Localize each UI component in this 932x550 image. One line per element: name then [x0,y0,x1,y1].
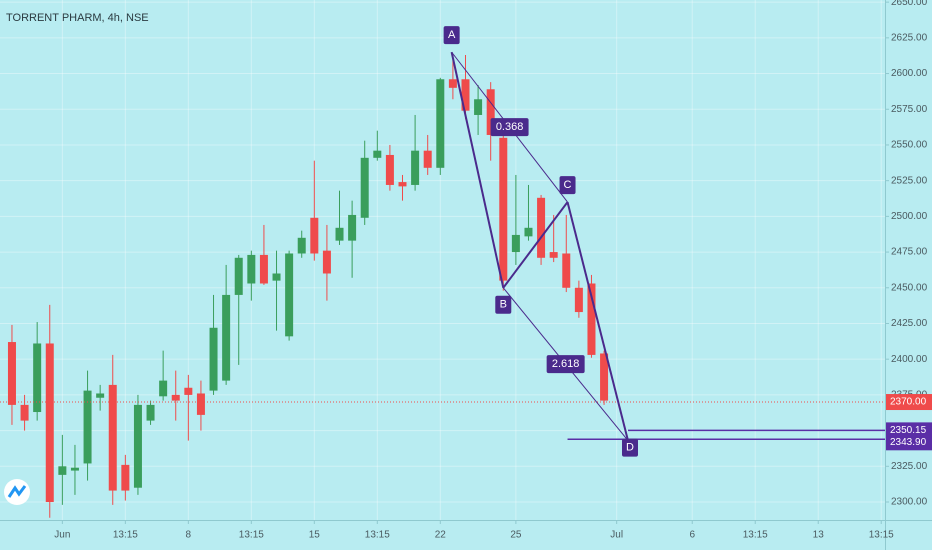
candle-body [146,404,155,421]
candle-body [600,353,609,401]
y-tick-label: 2500.00 [891,211,928,222]
point-label-box [495,295,512,314]
candle-body [70,467,79,471]
y-tick-label: 2300.00 [891,497,928,508]
y-tick-label: 2575.00 [891,104,928,115]
y-tick-label: 2450.00 [891,282,928,293]
candle-body [285,253,294,337]
price-label: 2370.00 [890,397,927,408]
point-label: C [564,179,572,191]
price-label-box [886,394,932,411]
point-label-box [443,26,460,45]
candle-body [486,89,495,135]
candle-body [297,237,306,254]
candle-body [196,393,205,415]
ratio-label-box [546,355,585,374]
candle-body [385,154,394,185]
candle-body [499,137,508,281]
candle-body [108,384,117,491]
ratio-label: 0.368 [496,121,524,133]
x-tick-label: Jul [610,530,623,541]
candle-body [587,283,596,355]
candle-body [474,99,483,115]
x-tick-label: 8 [186,530,192,541]
point-label: D [626,441,634,453]
candle-body [448,79,457,88]
candle-body [159,380,168,397]
candle-body [348,214,357,241]
ratio-label-box [490,118,529,137]
candle-body [7,342,16,405]
y-tick-label: 2600.00 [891,68,928,79]
candle-body [272,273,281,281]
candle-body [222,294,231,381]
candle-body [310,217,319,254]
x-tick-label: 15 [309,530,321,541]
y-tick-label: 2425.00 [891,318,928,329]
x-tick-label: 13:15 [743,530,768,541]
candle-body [171,394,180,401]
candle-body [234,257,243,295]
x-tick-label: 25 [510,530,522,541]
point-label-box [622,438,639,457]
y-tick-label: 2525.00 [891,175,928,186]
candle-body [247,254,256,284]
y-tick-label: 2475.00 [891,247,928,258]
candle-body [537,197,546,258]
candle-body [322,250,331,274]
point-label: A [448,29,456,41]
candle-body [20,404,29,421]
candle-body [549,252,558,258]
candle-body [83,390,92,464]
x-tick-label: Jun [54,530,70,541]
pattern-leg [566,201,629,441]
price-label-box [886,434,932,451]
point-label: B [500,299,507,311]
candle-body [58,466,67,475]
candle-body [121,464,130,491]
chart-title: TORRENT PHARM, 4h, NSE [6,12,149,24]
x-tick-label: 13:15 [365,530,390,541]
point-label-box [559,176,576,195]
pattern-leg [502,201,569,289]
price-label: 2350.15 [890,425,927,436]
logo [4,479,30,505]
candle-body [524,227,533,237]
candle-body [335,227,344,241]
candle-body [360,157,369,218]
y-tick-label: 2325.00 [891,461,928,472]
candle-body [259,254,268,284]
pattern-leg [450,51,505,288]
y-tick-label: 2400.00 [891,354,928,365]
x-tick-label: 13:15 [113,530,138,541]
candle-body [411,150,420,185]
price-label: 2343.90 [890,437,927,448]
candle-body [461,79,470,111]
x-tick-label: 13:15 [869,530,894,541]
ratio-label: 2.618 [552,358,580,370]
candle-body [96,393,105,398]
candle-body [398,182,407,187]
x-tick-label: 22 [435,530,447,541]
y-tick-label: 2625.00 [891,32,928,43]
candle-body [511,234,520,253]
candle-body [33,343,42,413]
candle-body [133,404,142,488]
candle-body [45,343,54,503]
y-tick-label: 2650.00 [891,0,928,8]
y-tick-label: 2550.00 [891,140,928,151]
x-tick-label: 13 [813,530,825,541]
candle-body [562,253,571,288]
candle-body [574,287,583,313]
candle-body [423,150,432,168]
candle-body [436,79,445,168]
x-tick-label: 13:15 [239,530,264,541]
x-tick-label: 6 [689,530,695,541]
candle-body [184,387,193,395]
candle-body [209,327,218,391]
candle-body [373,150,382,158]
